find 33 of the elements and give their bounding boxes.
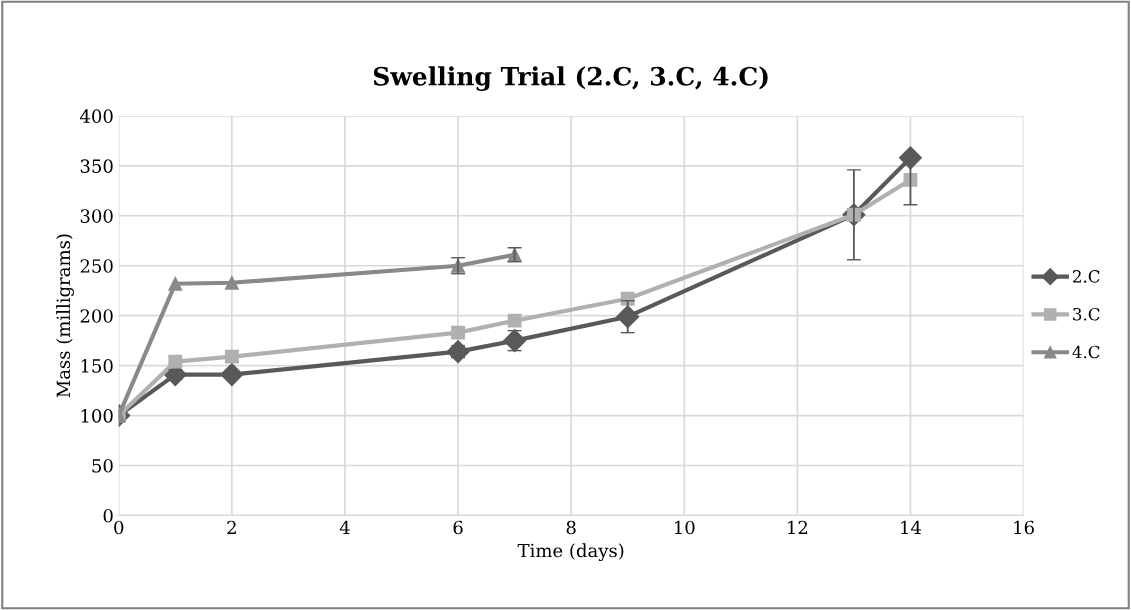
x-tick-label: 14 <box>901 520 922 535</box>
y-tick-label: 350 <box>80 159 113 173</box>
x-tick-label: 16 <box>1014 520 1034 535</box>
x-tick-label: 4 <box>339 520 350 535</box>
y-tick-label: 100 <box>81 409 113 423</box>
legend-label: 4.C <box>1072 345 1100 359</box>
point <box>446 340 470 364</box>
y-tick-label: 300 <box>80 209 113 223</box>
point <box>168 354 183 369</box>
legend-label: 3.C <box>1073 307 1100 321</box>
point <box>898 146 922 170</box>
y-tick-label: 50 <box>92 458 113 473</box>
y-tick-label: 200 <box>80 309 113 323</box>
chart-title: Swelling Trial (2.C, 3.C, 4.C) <box>373 66 768 91</box>
y-tick-label: 0 <box>103 508 113 523</box>
x-tick-label: 12 <box>788 520 808 535</box>
point <box>507 313 522 328</box>
y-axis-title: Mass (milligrams) <box>56 234 74 398</box>
point <box>451 325 466 340</box>
x-tick-label: 6 <box>453 520 463 535</box>
x-axis-title: Time (days) <box>517 543 624 562</box>
point <box>224 275 239 290</box>
x-tick-label: 2 <box>227 520 236 535</box>
y-tick-label: 250 <box>80 259 113 273</box>
point <box>168 276 183 291</box>
x-tick-label: 8 <box>566 520 576 535</box>
legend-label: 2.C <box>1073 270 1100 283</box>
y-tick-label: 400 <box>79 109 113 124</box>
x-tick-label: 0 <box>114 520 124 535</box>
point <box>224 349 239 364</box>
y-tick-label: 150 <box>81 359 113 373</box>
x-tick-label: 10 <box>674 520 695 535</box>
point <box>220 363 244 387</box>
